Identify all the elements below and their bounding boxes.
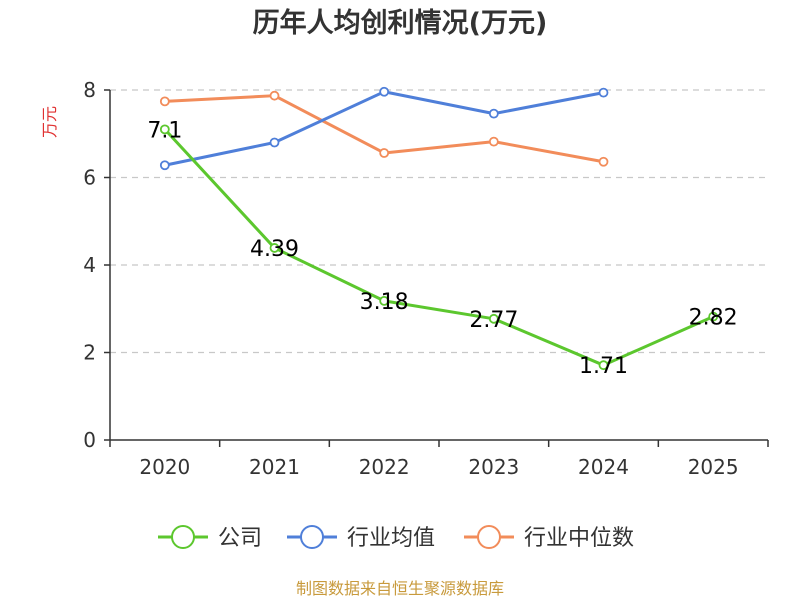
data-point xyxy=(488,313,499,324)
gridlines xyxy=(110,89,768,354)
series-1 xyxy=(159,86,609,171)
data-point xyxy=(269,243,280,253)
legend-label: 行业均值 xyxy=(347,526,435,551)
x-tick-label-2025: 2025 xyxy=(688,455,739,479)
legend-item-1: 行业均值 xyxy=(287,525,435,551)
series-group xyxy=(159,86,719,371)
y-axis-label: 万元 xyxy=(40,106,59,138)
data-label: 2.77 xyxy=(469,308,518,333)
x-tick-label-2024: 2024 xyxy=(578,455,629,479)
legend-marker xyxy=(171,525,195,549)
data-point xyxy=(159,124,170,135)
series-0 xyxy=(159,124,719,371)
data-point xyxy=(598,156,609,167)
x-tick-label-2021: 2021 xyxy=(249,455,300,479)
data-label: 3.18 xyxy=(360,290,409,315)
y-tick-label-0: 0 xyxy=(83,428,96,452)
data-point xyxy=(159,160,170,171)
x-tick-label-2023: 2023 xyxy=(468,455,519,479)
series-2 xyxy=(159,90,609,167)
legend: 公司 行业均值 行业中位数 xyxy=(158,525,634,551)
data-label: 2.82 xyxy=(689,306,738,331)
data-point xyxy=(269,137,280,148)
legend-label: 公司 xyxy=(218,526,262,551)
data-point xyxy=(159,96,170,107)
legend-marker xyxy=(477,525,501,549)
data-point xyxy=(379,148,390,158)
y-tick-label-8: 8 xyxy=(83,78,96,102)
data-point xyxy=(598,360,609,371)
series-line-公司 xyxy=(163,128,714,367)
data-point xyxy=(379,295,390,306)
data-labels: 7.1 4.39 3.18 2.77 1.71 2.82 xyxy=(147,118,737,379)
data-point xyxy=(708,311,719,322)
data-point xyxy=(488,108,499,119)
axes: 0 2 4 6 8 2020 2021 2022 2023 2024 2025 xyxy=(83,78,769,479)
x-tick-label-2020: 2020 xyxy=(139,455,190,479)
data-label: 7.1 xyxy=(147,118,182,143)
data-point xyxy=(269,90,280,101)
chart-title: 历年人均创利情况(万元) xyxy=(253,7,548,39)
data-point xyxy=(598,87,609,98)
data-point xyxy=(379,86,390,97)
y-tick-label-4: 4 xyxy=(83,253,96,277)
legend-item-0: 公司 xyxy=(158,525,262,551)
x-tick-label-2022: 2022 xyxy=(359,455,410,479)
y-tick-label-6: 6 xyxy=(83,166,96,190)
legend-label: 行业中位数 xyxy=(524,526,634,551)
legend-item-2: 行业中位数 xyxy=(464,525,634,551)
source-note: 制图数据来自恒生聚源数据库 xyxy=(296,579,504,598)
data-label: 4.39 xyxy=(250,237,299,262)
data-label: 1.71 xyxy=(579,354,628,379)
data-point xyxy=(488,136,499,147)
y-tick-label-2: 2 xyxy=(83,341,96,365)
legend-marker xyxy=(300,525,324,549)
